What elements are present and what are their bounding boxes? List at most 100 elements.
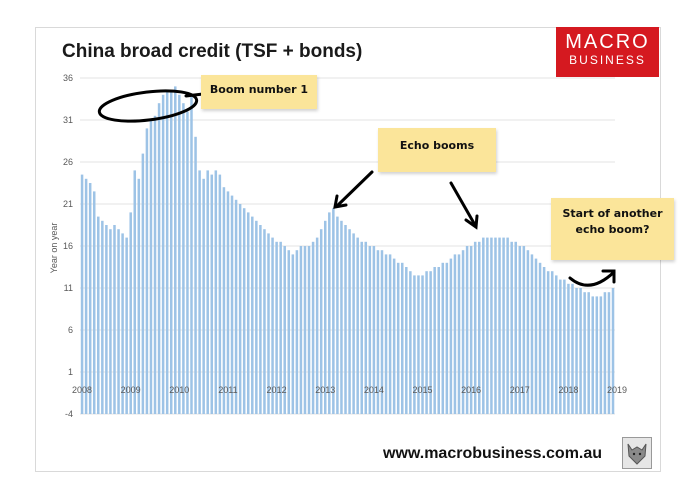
boom-circle [97,89,199,123]
bar [575,288,578,414]
y-tick-label: 21 [63,199,73,209]
bar [80,174,84,414]
bar [478,241,481,414]
bar [348,229,351,414]
bar [182,103,185,414]
bar [465,246,469,414]
note-another-line1: Start of another [562,207,663,220]
x-tick-label: 2009 [121,385,141,395]
bar [526,250,530,414]
y-tick-label: 26 [63,157,73,167]
bar [579,288,582,414]
bar [287,250,291,414]
bar [482,237,485,414]
x-tick-label: 2008 [72,385,92,395]
logo-line1: MACRO [565,31,650,53]
bar [328,212,331,414]
bar [92,191,96,414]
bar [186,111,189,414]
bar [344,225,347,414]
bar [178,94,181,415]
bar [550,271,554,414]
bar [315,237,319,414]
bar [583,292,586,414]
echo-arrow-right [449,181,477,227]
bar [364,241,368,414]
note-echo-booms: Echo booms [378,128,496,172]
bar [161,94,165,415]
bar [425,271,428,414]
bar [319,229,323,414]
bar [165,90,169,414]
note-boom-number-1: Boom number 1 [201,75,317,109]
bar [202,178,205,414]
x-tick-label: 2011 [218,385,237,395]
bar [352,233,355,414]
bar [214,170,218,414]
bar [603,292,607,414]
bar [210,174,214,414]
bar [595,296,599,414]
bar [449,258,453,414]
bar [421,275,424,414]
bar [498,237,501,414]
bar [307,246,311,414]
bar [275,241,278,414]
boom-pointer [184,92,205,98]
bar [356,237,359,414]
bar [376,250,380,414]
bar [384,254,388,414]
bar [299,246,303,414]
bar [405,267,408,414]
bar [506,237,509,414]
bar [101,220,104,414]
bar [279,241,282,414]
another-arrow [568,270,616,287]
bar [242,208,246,414]
bar [226,191,230,414]
bar [238,204,242,414]
bar [534,258,538,414]
bar [340,220,343,414]
bar [591,296,594,414]
x-tick-label: 2010 [169,385,189,395]
bar [486,237,489,414]
bar [141,153,145,414]
bar [559,279,562,414]
bar [607,292,611,414]
bar [401,262,404,414]
bar [332,208,335,414]
bar [336,216,339,414]
bar [251,216,254,414]
x-tick-label: 2018 [558,385,578,395]
gridlines [80,77,615,415]
bar [190,94,193,415]
bar [295,250,299,414]
bar [157,103,161,414]
y-tick-label: 31 [63,115,73,125]
bar [587,292,590,414]
bar [469,246,473,414]
bar [198,170,201,414]
bar [599,296,603,414]
bar [441,262,445,414]
footer-url: www.macrobusiness.com.au [383,445,603,462]
bar [303,246,307,414]
annotation-marks [97,89,616,287]
bar [514,241,517,414]
x-tick-label: 2017 [510,385,530,395]
bar [117,229,120,414]
note-another-line2: echo boom? [575,223,650,236]
bar [437,267,440,414]
bar [445,262,449,414]
bar [206,170,209,414]
bar [246,212,250,414]
bar [218,174,222,414]
x-tick-label: 2016 [461,385,481,395]
bar [291,254,295,414]
echo-arrow-left-head [333,194,348,209]
bar [453,254,457,414]
bar [571,283,574,414]
bar [530,254,534,414]
